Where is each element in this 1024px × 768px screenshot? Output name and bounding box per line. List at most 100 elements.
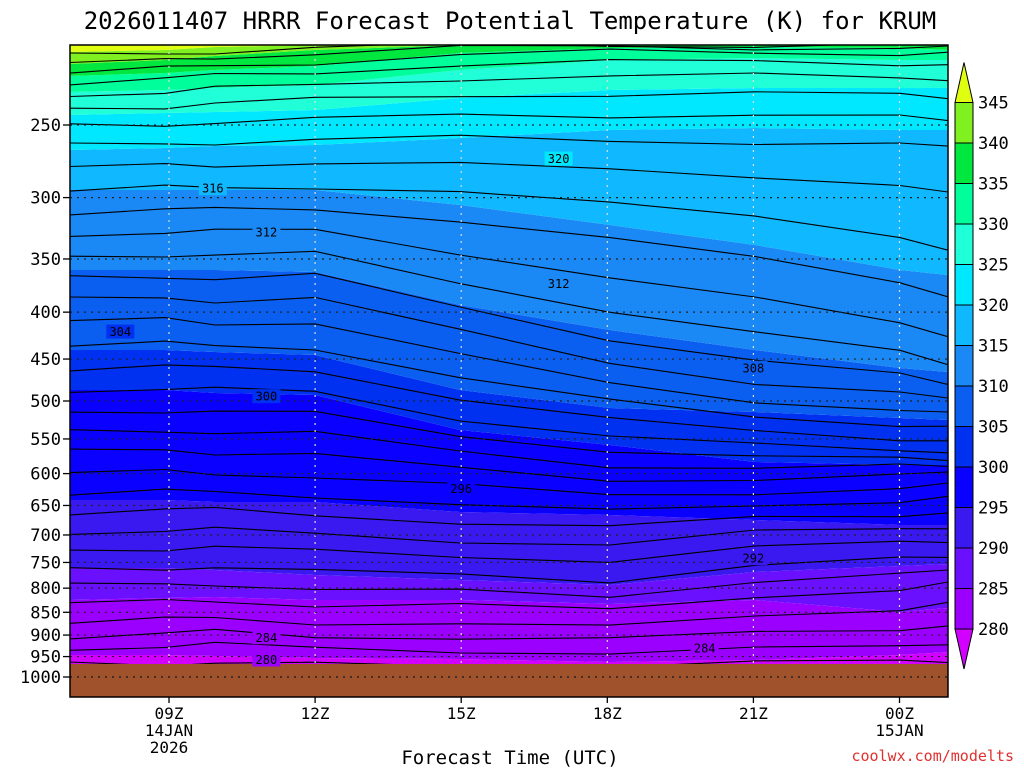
x-tick-label: 15JAN (875, 721, 923, 740)
contour-label: 300 (256, 390, 278, 404)
contour-label-bg (252, 630, 281, 645)
contour-line (70, 272, 948, 386)
contour-line (70, 448, 948, 482)
colorbar-segment (954, 426, 974, 468)
colorbar-tick-label: 315 (978, 337, 1009, 357)
contour-line (70, 601, 948, 626)
y-axis: 250 300 350 400 450 500 550 600 650 700 750 800 850 9… (20, 116, 70, 688)
x-tick-label: 14JAN (145, 721, 193, 740)
contour-label-bg (739, 551, 768, 566)
y-tick-label: 550 (30, 430, 61, 450)
contour-line (70, 206, 948, 298)
contour-labels: 324320316312312304308300296292284284280 (106, 151, 768, 667)
y-tick-label: 800 (30, 579, 61, 599)
contour-line (70, 184, 948, 251)
contour-label: 312 (548, 277, 570, 291)
contour-line (70, 134, 948, 147)
contour-line (70, 113, 948, 127)
y-tick-label: 450 (30, 350, 61, 370)
color-band (70, 390, 948, 525)
colorbar-arrow-high (954, 62, 974, 103)
ground-surface (70, 664, 948, 697)
contour-line (70, 161, 948, 193)
contour-label: 296 (450, 482, 472, 496)
y-tick-label: 300 (30, 189, 61, 209)
contour-line (70, 488, 948, 510)
contour-label: 320 (548, 152, 570, 166)
contour-label-bg (198, 181, 227, 196)
contour-label: 280 (256, 653, 278, 667)
x-tick-label: 12Z (301, 704, 330, 723)
contour-line (70, 48, 948, 74)
contour-label: 304 (109, 325, 131, 339)
color-band (70, 597, 948, 662)
contour-line (70, 317, 948, 413)
colorbar: 280 285 290 295 300 305 310 315 320 325 330 335 340 3… (954, 62, 1009, 670)
y-tick-label: 350 (30, 250, 61, 270)
colorbar-tick-label: 320 (978, 296, 1009, 316)
colorbar-tick-label: 295 (978, 499, 1009, 519)
contour-label-bg (690, 641, 719, 656)
x-tick-label: 2026 (150, 738, 189, 757)
color-band (70, 88, 948, 150)
colorbar-segment (954, 264, 974, 306)
credit-text: coolwx.com/modelts (851, 747, 1014, 765)
contour-line (70, 429, 948, 469)
y-tick-label: 250 (30, 116, 61, 136)
colorbar-segment (954, 102, 974, 144)
color-band (70, 45, 948, 64)
contour-line (70, 569, 948, 598)
colorbar-tick-label: 325 (978, 256, 1009, 276)
contour-label-bg (106, 324, 135, 339)
color-band (70, 500, 948, 585)
contour-label-bg (739, 360, 768, 375)
y-tick-label: 750 (30, 553, 61, 573)
contour-line (70, 250, 948, 366)
x-tick-label: 15Z (447, 704, 476, 723)
colorbar-segment (954, 588, 974, 630)
contour-label: 284 (694, 642, 716, 656)
contour-label: 292 (743, 552, 765, 566)
contour-line (70, 72, 948, 98)
colorbar-tick-label: 305 (978, 418, 1009, 438)
y-tick-label: 600 (30, 465, 61, 485)
contour-line (70, 296, 948, 399)
contour-line (70, 410, 948, 462)
contour-label: 308 (743, 361, 765, 375)
colorbar-tick-label: 340 (978, 134, 1009, 154)
y-tick-label: 850 (30, 603, 61, 623)
contour-label: 312 (256, 225, 278, 239)
y-tick-label: 950 (30, 648, 61, 668)
plot-area: 324320316312312304308300296292284284280 (70, 45, 948, 697)
x-tick-label: 09Z (155, 704, 184, 723)
contour-label-bg (447, 481, 476, 496)
contour-label: 316 (202, 182, 224, 196)
y-tick-label: 700 (30, 526, 61, 546)
colorbar-segment (954, 304, 974, 346)
x-tick-label: 00Z (885, 704, 914, 723)
contour-line (70, 556, 948, 584)
colorbar-segment (954, 507, 974, 549)
color-band (70, 350, 948, 465)
colorbar-segment (954, 385, 974, 427)
y-tick-label: 650 (30, 496, 61, 516)
colorbar-tick-label: 335 (978, 175, 1009, 195)
contour-lines (70, 45, 948, 668)
y-tick-label: 900 (30, 626, 61, 646)
colorbar-tick-label: 280 (978, 620, 1009, 640)
color-band (70, 58, 948, 115)
colorbar-segment (954, 223, 974, 265)
contour-line (70, 59, 948, 86)
colorbar-arrow-low (954, 628, 974, 670)
chart-title: 2026011407 HRRR Forecast Potential Tempe… (84, 7, 937, 35)
contour-label-bg (252, 224, 281, 239)
contour-line (70, 540, 948, 563)
y-tick-label: 1000 (20, 668, 61, 688)
contour-label: 284 (256, 631, 278, 645)
colorbar-tick-label: 285 (978, 580, 1009, 600)
colorbar-tick-label: 345 (978, 94, 1009, 114)
contour-label-bg (544, 151, 573, 166)
colorbar-segment (954, 183, 974, 225)
